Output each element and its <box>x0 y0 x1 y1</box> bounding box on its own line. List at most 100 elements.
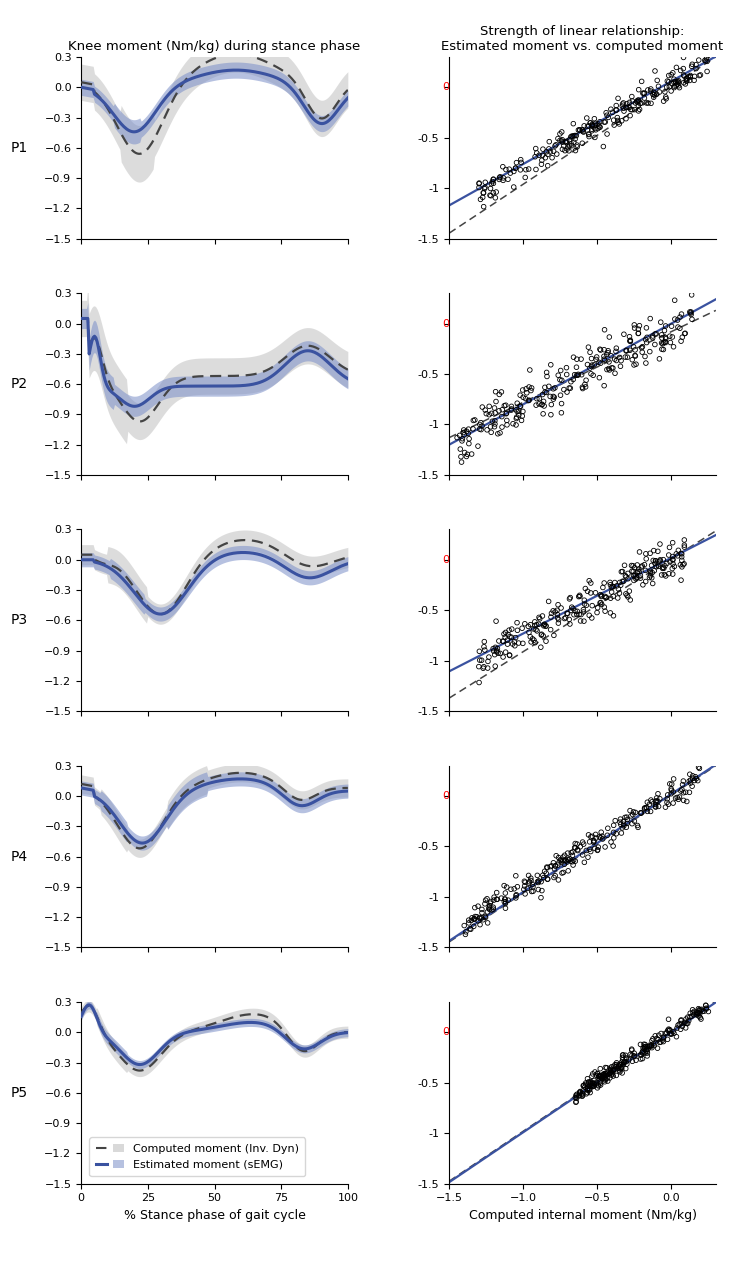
Point <box>601 105 613 125</box>
Point <box>694 1004 706 1024</box>
Point <box>472 910 484 931</box>
Point <box>693 1003 705 1023</box>
Point <box>492 638 503 658</box>
Point <box>649 551 661 571</box>
Point <box>537 865 548 885</box>
Point <box>562 861 574 881</box>
Point <box>691 1003 703 1023</box>
Point <box>630 354 642 375</box>
Point <box>632 560 644 580</box>
Point <box>599 111 611 132</box>
Point <box>639 798 651 818</box>
Point <box>486 173 497 194</box>
Point <box>604 572 616 592</box>
Point <box>496 417 508 437</box>
Point <box>603 1065 615 1085</box>
Point <box>647 1029 659 1050</box>
Point <box>462 423 474 443</box>
Point <box>669 71 681 91</box>
Point <box>652 541 663 561</box>
Point <box>661 89 672 109</box>
Point <box>469 909 480 929</box>
Point <box>533 608 545 628</box>
Point <box>665 1024 677 1044</box>
Point <box>601 360 613 380</box>
Point <box>666 316 677 337</box>
Point <box>543 376 555 396</box>
Point <box>510 628 522 648</box>
Point <box>489 187 501 208</box>
Point <box>584 342 596 362</box>
Point <box>540 142 552 162</box>
Point <box>680 70 692 90</box>
Point <box>523 160 534 180</box>
Point <box>564 589 576 609</box>
Point <box>701 61 713 81</box>
Point <box>467 419 479 439</box>
Point <box>672 316 684 337</box>
Point <box>703 987 714 1008</box>
Point <box>538 391 550 411</box>
Point <box>615 814 627 834</box>
Point <box>490 611 502 632</box>
Point <box>632 323 644 343</box>
Point <box>504 646 516 666</box>
Point <box>500 898 511 918</box>
Point <box>584 358 596 379</box>
Point <box>577 379 589 399</box>
Point <box>486 900 497 920</box>
Point <box>464 919 476 939</box>
Point <box>686 1006 697 1027</box>
Y-axis label: P1: P1 <box>11 141 28 154</box>
Point <box>641 1039 652 1060</box>
Point <box>570 1085 582 1105</box>
Point <box>582 116 593 137</box>
Point <box>621 817 632 837</box>
Point <box>590 824 601 844</box>
Y-axis label: P2: P2 <box>11 377 28 391</box>
Point <box>513 633 525 653</box>
Point <box>550 134 562 154</box>
Point <box>647 551 659 571</box>
Point <box>524 360 536 380</box>
Point <box>635 568 646 589</box>
Point <box>630 803 641 823</box>
Point <box>547 600 559 620</box>
Point <box>637 1048 649 1069</box>
Point <box>474 641 486 661</box>
Point <box>576 377 588 398</box>
Point <box>661 793 673 813</box>
Point <box>551 604 563 624</box>
Point <box>676 551 688 571</box>
Point <box>620 1058 632 1079</box>
Point <box>545 354 556 375</box>
Point <box>650 791 662 812</box>
Point <box>653 1025 665 1046</box>
Point <box>642 1039 654 1060</box>
Point <box>565 587 576 608</box>
Point <box>542 156 554 176</box>
Point <box>587 114 599 134</box>
Point <box>525 871 537 891</box>
Point <box>579 579 591 599</box>
Point <box>586 348 598 368</box>
Point <box>538 867 550 887</box>
Point <box>549 856 561 876</box>
Point <box>676 780 688 800</box>
Point <box>552 855 564 875</box>
Point <box>593 1066 605 1086</box>
Point <box>545 142 556 162</box>
Point <box>639 1034 651 1055</box>
Point <box>679 1013 691 1033</box>
Point <box>655 1023 667 1043</box>
Point <box>561 603 573 623</box>
Point <box>511 152 523 172</box>
Point <box>675 1010 687 1031</box>
Point <box>610 1056 622 1076</box>
Point <box>669 556 680 576</box>
Point <box>652 552 664 572</box>
Point <box>565 379 576 399</box>
Point <box>591 603 603 623</box>
Point <box>489 414 501 434</box>
Point <box>663 1020 675 1041</box>
